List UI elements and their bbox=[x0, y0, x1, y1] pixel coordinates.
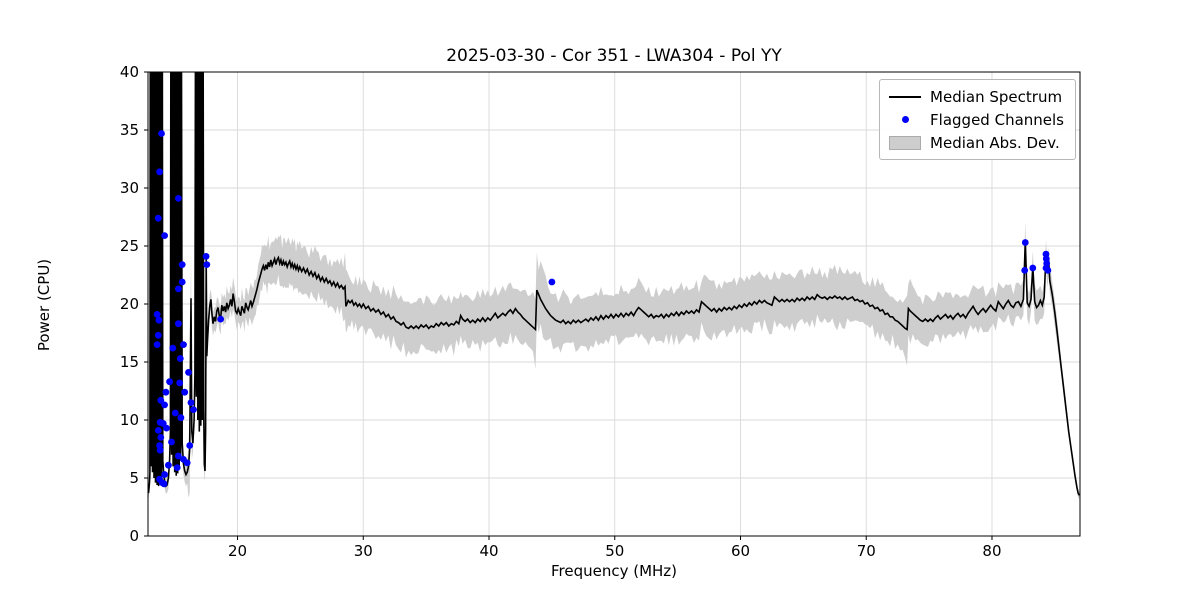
x-tick-label: 60 bbox=[731, 542, 750, 560]
flagged-channel-dot bbox=[165, 461, 172, 469]
legend-label: Flagged Channels bbox=[930, 110, 1064, 129]
median-spectrum-line-swatch bbox=[889, 95, 922, 98]
flagged-channel-dot bbox=[176, 355, 184, 362]
flagged-channel-dot bbox=[162, 388, 170, 396]
y-tick-label: 35 bbox=[120, 121, 139, 139]
y-tick-label: 15 bbox=[120, 353, 139, 371]
flagged-channel-dot bbox=[156, 168, 164, 176]
y-tick-label: 20 bbox=[120, 295, 139, 313]
y-tick-label: 5 bbox=[129, 469, 139, 487]
flagged-channel-dot bbox=[160, 480, 168, 488]
flagged-channel-dot bbox=[168, 438, 175, 446]
flagged-channel-dot bbox=[158, 130, 165, 137]
legend-item-median-abs-dev: Median Abs. Dev. bbox=[889, 133, 1064, 152]
flagged-channel-dot bbox=[1021, 267, 1029, 274]
legend-item-median-spectrum: Median Spectrum bbox=[889, 87, 1064, 106]
flagged-channel-dot bbox=[166, 378, 174, 386]
flagged-channel-dot bbox=[175, 195, 182, 202]
flagged-channel-dot bbox=[185, 369, 192, 376]
flagged-channel-dot bbox=[1044, 267, 1052, 274]
flagged-channels-points bbox=[153, 130, 1052, 488]
median-abs-dev-band bbox=[148, 72, 1080, 500]
legend-label: Median Spectrum bbox=[930, 87, 1063, 106]
axis-ticks bbox=[144, 71, 993, 540]
flagged-channel-dot bbox=[548, 278, 556, 286]
flagged-channel-dot bbox=[173, 464, 181, 471]
flagged-channel-dot bbox=[154, 427, 162, 434]
tick-labels: 20 30 40 50 60 70 80 0 5 10 15 20 25 30 35 40 bbox=[120, 63, 1002, 560]
flagged-channel-dot bbox=[190, 406, 197, 413]
legend-label: Median Abs. Dev. bbox=[930, 133, 1060, 152]
y-tick-label: 0 bbox=[129, 527, 139, 545]
flagged-channel-dot bbox=[177, 414, 185, 422]
y-tick-label: 30 bbox=[120, 179, 139, 197]
median-spectrum-line bbox=[148, 72, 1080, 496]
flagged-channel-dot bbox=[175, 320, 182, 328]
x-axis-label: Frequency (MHz) bbox=[550, 562, 678, 580]
flagged-channel-dot bbox=[181, 388, 189, 396]
flagged-channel-dot bbox=[183, 459, 191, 467]
flagged-channel-dot bbox=[175, 285, 182, 293]
y-axis-label: Power (CPU) bbox=[35, 258, 53, 352]
plot-title: 2025-03-30 - Cor 351 - LWA304 - Pol YY bbox=[446, 46, 782, 66]
flagged-channel-dot bbox=[171, 409, 179, 417]
y-tick-label: 25 bbox=[120, 237, 139, 255]
flagged-channel-dot bbox=[1021, 239, 1029, 246]
flagged-channel-dot bbox=[161, 401, 169, 409]
flagged-channel-dot bbox=[187, 399, 195, 406]
flagged-channel-dot bbox=[175, 452, 182, 460]
flagged-channel-dot bbox=[178, 278, 186, 286]
flagged-channel-dot bbox=[157, 396, 165, 404]
flagged-channels-dot-swatch bbox=[889, 116, 921, 123]
y-tick-label: 10 bbox=[120, 411, 139, 429]
flagged-channel-dot bbox=[180, 341, 187, 348]
legend-item-flagged-channels: Flagged Channels bbox=[889, 110, 1064, 129]
flagged-channel-dot bbox=[161, 232, 169, 240]
flagged-channel-dot bbox=[163, 424, 170, 432]
x-tick-label: 20 bbox=[228, 542, 247, 560]
flagged-channel-dot bbox=[161, 471, 169, 478]
x-tick-label: 70 bbox=[857, 542, 876, 560]
x-tick-label: 30 bbox=[354, 542, 373, 560]
x-tick-label: 40 bbox=[479, 542, 498, 560]
x-tick-label: 80 bbox=[982, 542, 1001, 560]
flagged-channel-dot bbox=[169, 344, 177, 352]
flagged-channel-dot bbox=[153, 311, 161, 318]
y-tick-label: 40 bbox=[120, 63, 139, 81]
flagged-channel-dot bbox=[202, 253, 210, 260]
x-tick-label: 50 bbox=[605, 542, 624, 560]
flagged-channel-dot bbox=[176, 379, 184, 387]
flagged-channel-dot bbox=[155, 316, 163, 324]
flagged-channel-dot bbox=[217, 315, 225, 323]
legend: Median Spectrum Flagged Channels Median … bbox=[879, 79, 1076, 160]
flagged-channel-dot bbox=[178, 261, 186, 268]
flagged-channel-dot bbox=[186, 442, 194, 449]
flagged-channel-dot bbox=[203, 261, 211, 268]
median-abs-dev-patch-swatch bbox=[889, 135, 922, 150]
flagged-channel-dot bbox=[1029, 264, 1037, 272]
flagged-channel-dot bbox=[154, 214, 162, 222]
flagged-channel-dot bbox=[156, 446, 164, 454]
flagged-channel-dot bbox=[154, 331, 162, 339]
flagged-channel-dot bbox=[157, 434, 165, 441]
flagged-channel-dot bbox=[153, 341, 161, 348]
